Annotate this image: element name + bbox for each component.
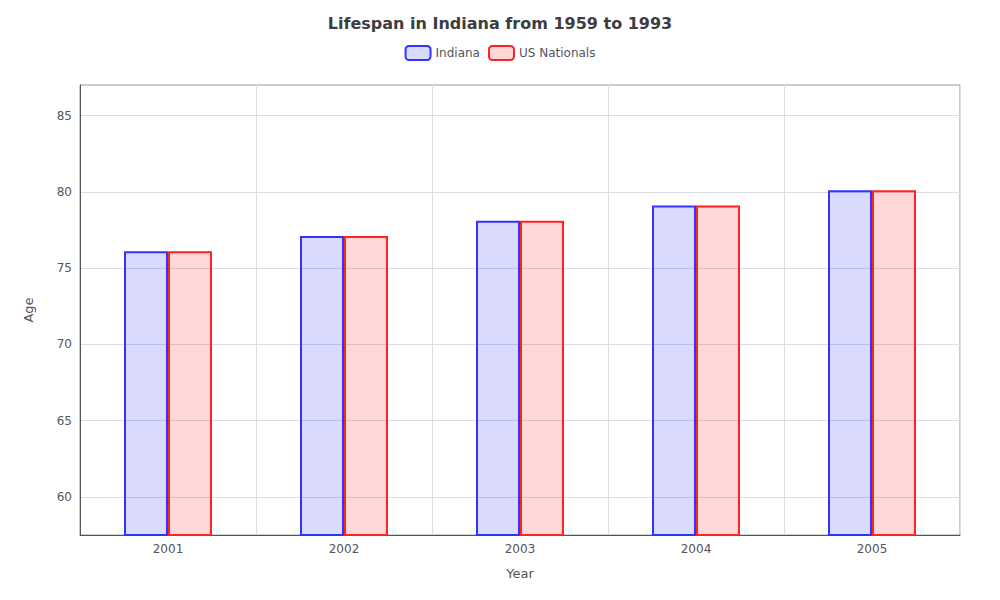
svg-text:60: 60 <box>57 490 72 504</box>
svg-text:2001: 2001 <box>153 542 184 556</box>
svg-text:80: 80 <box>57 185 72 199</box>
svg-text:Year: Year <box>505 566 534 581</box>
svg-text:2003: 2003 <box>505 542 536 556</box>
svg-text:65: 65 <box>57 414 72 428</box>
svg-text:85: 85 <box>57 109 72 123</box>
svg-text:2004: 2004 <box>681 542 712 556</box>
svg-text:US Nationals: US Nationals <box>519 46 595 60</box>
svg-text:70: 70 <box>57 337 72 351</box>
svg-text:Lifespan in Indiana from 1959: Lifespan in Indiana from 1959 to 1993 <box>328 14 672 33</box>
svg-text:Age: Age <box>21 297 36 322</box>
svg-text:2005: 2005 <box>857 542 888 556</box>
svg-text:2002: 2002 <box>329 542 360 556</box>
svg-text:75: 75 <box>57 261 72 275</box>
svg-text:Indiana: Indiana <box>436 46 480 60</box>
